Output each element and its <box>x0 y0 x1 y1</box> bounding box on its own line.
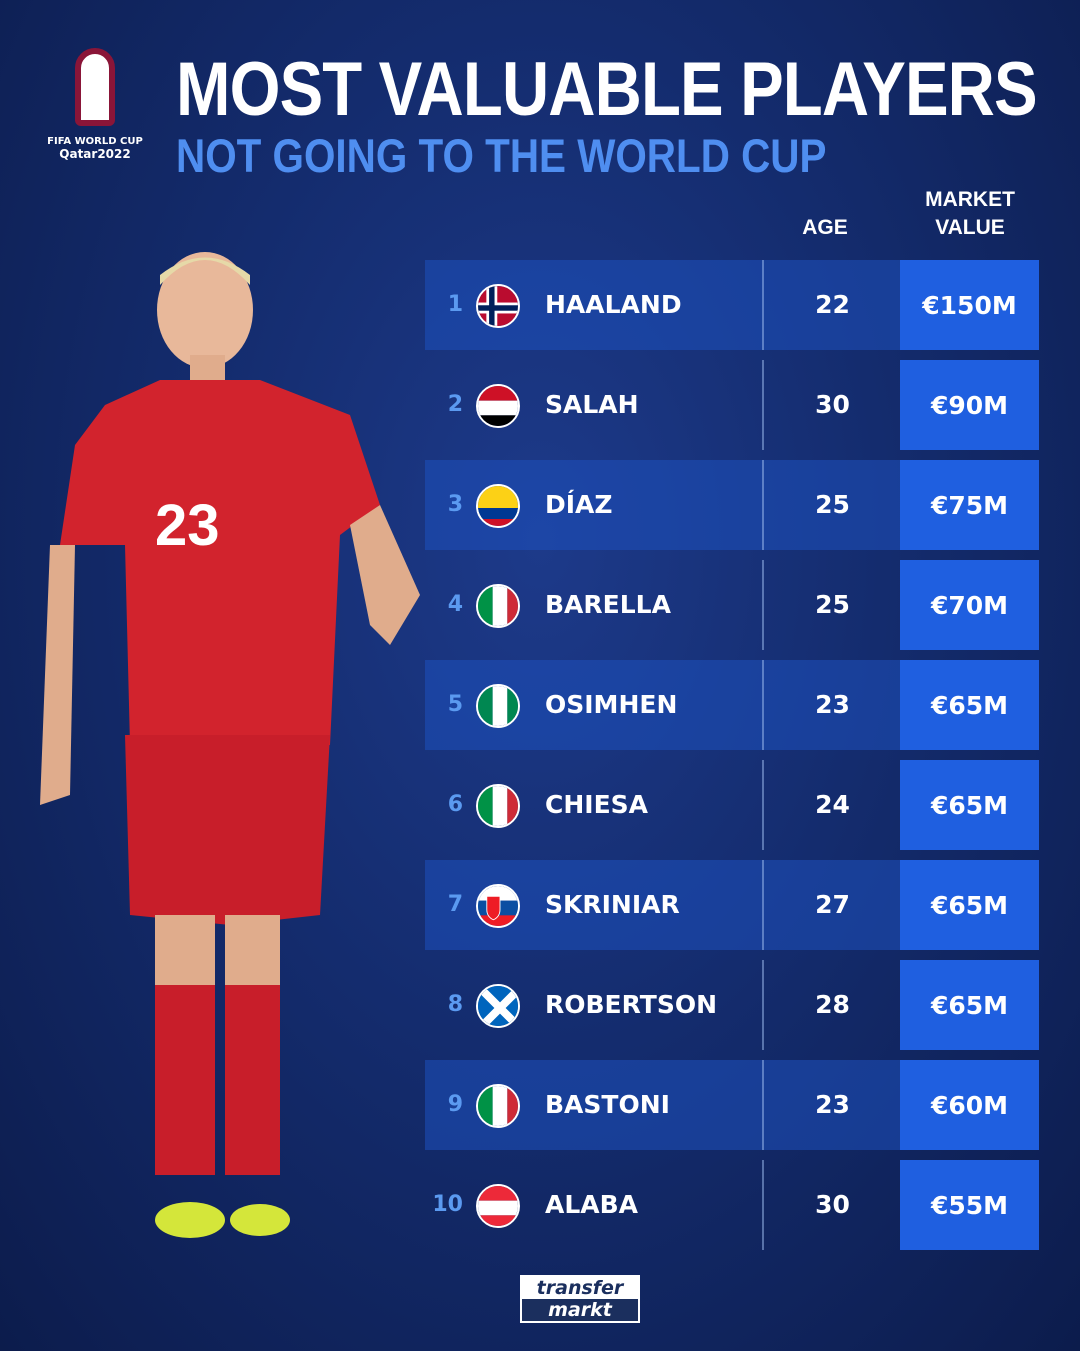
player-name: DÍAZ <box>545 490 613 519</box>
table-row: 5 OSIMHEN 23 €65M <box>425 660 1040 750</box>
table-row: 2 SALAH 30 €90M <box>425 360 1040 450</box>
column-divider <box>762 360 764 450</box>
norway-flag-icon <box>476 284 520 328</box>
market-value: €150M <box>900 260 1039 350</box>
player-age: 25 <box>815 490 850 519</box>
player-age: 27 <box>815 890 850 919</box>
player-name: HAALAND <box>545 290 682 319</box>
player-name: ALABA <box>545 1190 639 1219</box>
rank: 6 <box>447 792 463 817</box>
table-row: 7 SKRINIAR 27 €65M <box>425 860 1040 950</box>
table-row: 3 DÍAZ 25 €75M <box>425 460 1040 550</box>
player-age: 23 <box>815 690 850 719</box>
column-divider <box>762 860 764 950</box>
player-name: BARELLA <box>545 590 671 619</box>
player-age: 30 <box>815 1190 850 1219</box>
column-divider <box>762 660 764 750</box>
austria-flag-icon <box>476 1184 520 1228</box>
fifa-world-cup-logo: FIFA WORLD CUP Qatar2022 <box>45 48 145 161</box>
logo-line1: FIFA WORLD CUP <box>47 136 143 147</box>
scotland-flag-icon <box>476 984 520 1028</box>
table-row: 4 BARELLA 25 €70M <box>425 560 1040 650</box>
trophy-icon <box>75 48 115 126</box>
column-divider <box>762 460 764 550</box>
table-row: 6 CHIESA 24 €65M <box>425 760 1040 850</box>
market-value: €70M <box>900 560 1039 650</box>
colombia-flag-icon <box>476 484 520 528</box>
italy-flag-icon <box>476 784 520 828</box>
column-divider <box>762 1160 764 1250</box>
nigeria-flag-icon <box>476 684 520 728</box>
column-divider <box>762 960 764 1050</box>
italy-flag-icon <box>476 1084 520 1128</box>
column-divider <box>762 760 764 850</box>
italy-flag-icon <box>476 584 520 628</box>
market-value: €65M <box>900 660 1039 750</box>
player-name: CHIESA <box>545 790 649 819</box>
egypt-flag-icon <box>476 384 520 428</box>
market-value: €55M <box>900 1160 1039 1250</box>
rank: 1 <box>447 292 463 317</box>
player-age: 22 <box>815 290 850 319</box>
table-row: 9 BASTONI 23 €60M <box>425 1060 1040 1150</box>
age-header: AGE <box>802 216 848 239</box>
market-value: €90M <box>900 360 1039 450</box>
column-divider <box>762 1060 764 1150</box>
player-age: 30 <box>815 390 850 419</box>
market-value-header-line2: VALUE <box>935 216 1005 239</box>
player-age: 24 <box>815 790 850 819</box>
logo-line2: Qatar2022 <box>59 147 131 161</box>
rank: 4 <box>447 592 463 617</box>
page-title: MOST VALUABLE PLAYERS <box>176 47 1038 132</box>
player-image: 23 <box>40 252 420 1238</box>
player-age: 28 <box>815 990 850 1019</box>
shirt-number: 23 <box>155 493 220 558</box>
market-value-header: MARKET VALUE <box>910 186 1030 242</box>
rank: 2 <box>447 392 463 417</box>
rank: 7 <box>447 892 463 917</box>
rank: 3 <box>447 492 463 517</box>
rank: 5 <box>447 692 463 717</box>
player-age: 23 <box>815 1090 850 1119</box>
player-name: OSIMHEN <box>545 690 678 719</box>
rank: 9 <box>447 1092 463 1117</box>
rank: 8 <box>447 992 463 1017</box>
player-name: SKRINIAR <box>545 890 680 919</box>
market-value: €65M <box>900 860 1039 950</box>
slovakia-flag-icon <box>476 884 520 928</box>
column-divider <box>762 260 764 350</box>
page-subtitle: NOT GOING TO THE WORLD CUP <box>176 129 827 182</box>
market-value: €65M <box>900 760 1039 850</box>
table-row: 1 HAALAND 22 €150M <box>425 260 1040 350</box>
table-row: 8 ROBERTSON 28 €65M <box>425 960 1040 1050</box>
market-value: €60M <box>900 1060 1039 1150</box>
market-value-header-line1: MARKET <box>925 188 1015 211</box>
transfermarkt-logo: transfer markt <box>520 1275 640 1323</box>
player-age: 25 <box>815 590 850 619</box>
rank: 10 <box>432 1192 463 1217</box>
table-row: 10 ALABA 30 €55M <box>425 1160 1040 1250</box>
player-name: ROBERTSON <box>545 990 717 1019</box>
market-value: €65M <box>900 960 1039 1050</box>
player-name: BASTONI <box>545 1090 670 1119</box>
column-divider <box>762 560 764 650</box>
market-value: €75M <box>900 460 1039 550</box>
player-name: SALAH <box>545 390 639 419</box>
